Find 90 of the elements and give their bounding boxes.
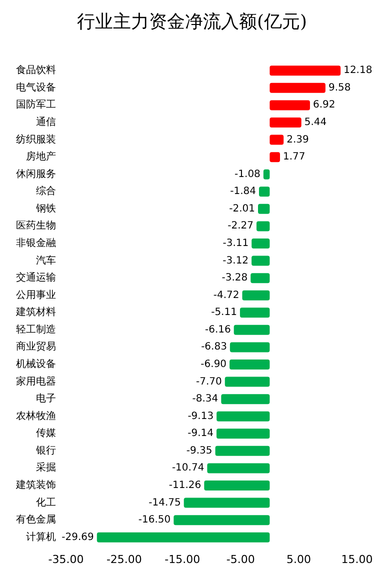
x-tick-label: 15.00 [341, 553, 373, 566]
bar [270, 66, 341, 76]
y-tick-label: 传媒 [36, 428, 56, 440]
data-label: -2.01 [229, 203, 255, 214]
data-label: 9.58 [328, 82, 351, 94]
y-tick-label: 轻工制造 [16, 323, 56, 336]
chart-title: 行业主力资金净流入额(亿元) [76, 12, 308, 32]
data-label: -3.28 [222, 272, 248, 284]
bar [252, 256, 270, 266]
data-label: 5.44 [304, 117, 327, 128]
data-label: -11.26 [168, 480, 202, 491]
bar [240, 308, 270, 318]
y-tick-label: 农林牧渔 [16, 410, 56, 422]
data-label: 2.39 [286, 134, 309, 146]
bar [184, 498, 270, 508]
y-tick-label: 电子 [36, 392, 56, 405]
data-label: -6.90 [200, 359, 227, 370]
bar [224, 376, 270, 387]
data-label: -3.12 [222, 255, 249, 266]
bar [258, 204, 270, 214]
bar [256, 221, 270, 232]
bar [216, 411, 270, 422]
bar [221, 394, 270, 404]
y-tick-label: 国防军工 [16, 98, 56, 111]
y-tick-label: 钢铁 [35, 202, 56, 214]
y-tick-label: 商业贸易 [16, 340, 56, 353]
bar [234, 324, 270, 335]
y-tick-label: 汽车 [36, 254, 56, 266]
bar [242, 290, 270, 300]
bar [252, 238, 270, 248]
data-label: -6.83 [201, 342, 227, 353]
bar [270, 82, 326, 93]
data-label: -8.34 [192, 394, 218, 405]
y-tick-label: 建筑装饰 [15, 479, 56, 491]
data-label: 12.18 [344, 65, 372, 76]
bar [270, 118, 302, 128]
bar [216, 428, 270, 439]
y-tick-label: 采掘 [36, 462, 56, 474]
bar [215, 446, 270, 456]
y-tick-label: 家用电器 [16, 375, 56, 388]
y-tick-label: 电气设备 [16, 81, 56, 94]
y-tick-label: 综合 [36, 185, 56, 198]
y-tick-label: 机械设备 [16, 358, 56, 370]
data-label: -14.75 [148, 497, 181, 508]
bar [270, 134, 284, 145]
data-label: -29.69 [62, 532, 94, 543]
bar [270, 100, 310, 110]
data-label: 6.92 [312, 100, 336, 111]
data-label: -6.16 [204, 324, 231, 336]
y-tick-label: 医药生物 [16, 220, 56, 232]
data-label: -1.84 [230, 186, 256, 198]
x-tick-label: -25.00 [106, 553, 142, 566]
x-tick-label: 5.00 [286, 553, 312, 566]
y-tick-label: 食品饮料 [16, 64, 56, 76]
data-label: -9.13 [188, 410, 214, 422]
data-label: -10.74 [172, 462, 204, 474]
data-label: -2.27 [228, 220, 254, 232]
y-tick-label: 非银金融 [16, 237, 56, 249]
data-label: -4.72 [213, 290, 240, 301]
bar [250, 273, 270, 284]
bar [258, 186, 270, 197]
y-tick-label: 化工 [36, 496, 56, 508]
bar [207, 463, 270, 474]
y-tick-label: 建筑材料 [15, 306, 56, 318]
y-tick-label: 有色金属 [16, 514, 56, 526]
x-tick-label: -5.00 [226, 553, 255, 566]
bar [96, 532, 270, 542]
y-tick-label: 房地产 [26, 150, 56, 163]
data-label: -16.50 [138, 514, 171, 526]
data-label: -1.08 [234, 168, 260, 180]
bar [230, 342, 270, 352]
data-label: -9.35 [186, 445, 212, 456]
y-tick-label: 公用事业 [16, 288, 56, 301]
bar [230, 360, 270, 370]
y-tick-label: 计算机 [26, 530, 56, 543]
x-tick-label: -15.00 [164, 553, 200, 566]
y-tick-label: 交通运输 [16, 272, 56, 284]
data-label: -3.11 [222, 238, 249, 249]
y-tick-label: 休闲服务 [16, 168, 56, 180]
y-tick-label: 纺织服装 [16, 133, 56, 146]
bar [270, 152, 280, 162]
data-label: -7.70 [196, 376, 222, 388]
x-tick-label: -35.00 [48, 553, 84, 566]
bar [204, 480, 270, 490]
data-label: -9.14 [188, 428, 214, 440]
data-label: 1.77 [283, 152, 306, 163]
y-tick-label: 通信 [36, 116, 56, 128]
data-label: -5.11 [211, 307, 237, 318]
bar [174, 515, 270, 526]
y-tick-label: 银行 [35, 445, 56, 456]
